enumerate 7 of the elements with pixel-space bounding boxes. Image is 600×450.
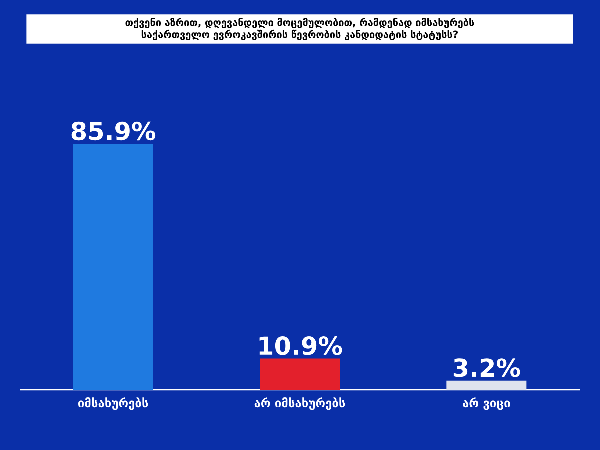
x-tick-label: არ იმსახურებს: [254, 398, 346, 410]
data-label: 10.9%: [260, 336, 342, 356]
x-tick-label: იმსახურებს: [78, 398, 148, 410]
data-label: 3.2%: [454, 358, 520, 378]
chart-title: თქვენი აზრით, დღევანდელი მოცემულობით, რამდენად იმსახურებს საქართველო ევროკავშირის წევრობის კანდიდატის სტატუსს?: [126, 18, 474, 40]
x-tick-label: არ ვიცი: [463, 398, 510, 410]
data-label: 85.9%: [72, 122, 156, 141]
